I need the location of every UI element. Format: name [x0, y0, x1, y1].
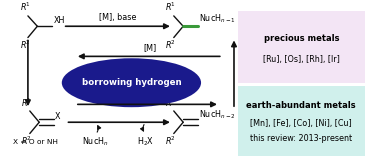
- Text: R$^2$: R$^2$: [21, 134, 31, 147]
- Ellipse shape: [62, 58, 201, 107]
- FancyBboxPatch shape: [238, 11, 365, 83]
- Text: [Ru], [Os], [Rh], [Ir]: [Ru], [Os], [Rh], [Ir]: [263, 55, 340, 64]
- Text: R$^1$: R$^1$: [165, 97, 175, 109]
- Text: [Mn], [Fe], [Co], [Ni], [Cu]: [Mn], [Fe], [Co], [Ni], [Cu]: [250, 119, 352, 128]
- FancyBboxPatch shape: [238, 86, 365, 156]
- Text: R$^1$: R$^1$: [21, 97, 31, 109]
- Text: H$_2$X: H$_2$X: [137, 135, 154, 148]
- Text: earth-abundant metals: earth-abundant metals: [246, 101, 356, 110]
- Text: X: X: [55, 112, 61, 121]
- Text: precious metals: precious metals: [263, 34, 339, 43]
- Text: [M], base: [M], base: [99, 13, 136, 22]
- Text: X = O or NH: X = O or NH: [13, 139, 58, 145]
- Text: NucH$_n$: NucH$_n$: [82, 135, 109, 148]
- Text: R$^1$: R$^1$: [20, 1, 31, 13]
- Text: NucH$_{n-2}$: NucH$_{n-2}$: [199, 109, 236, 121]
- Text: R$^2$: R$^2$: [165, 39, 175, 51]
- Text: this review: 2013-present: this review: 2013-present: [250, 134, 352, 143]
- Text: [MH$_2$]: [MH$_2$]: [138, 88, 163, 101]
- Text: R$^2$: R$^2$: [165, 134, 175, 147]
- Text: NucH$_{n-1}$: NucH$_{n-1}$: [199, 13, 236, 25]
- Text: R$^2$: R$^2$: [20, 39, 30, 51]
- Text: [M]: [M]: [144, 44, 157, 53]
- Text: R$^1$: R$^1$: [165, 1, 175, 13]
- Text: borrowing hydrogen: borrowing hydrogen: [82, 78, 181, 87]
- Text: XH: XH: [53, 16, 65, 25]
